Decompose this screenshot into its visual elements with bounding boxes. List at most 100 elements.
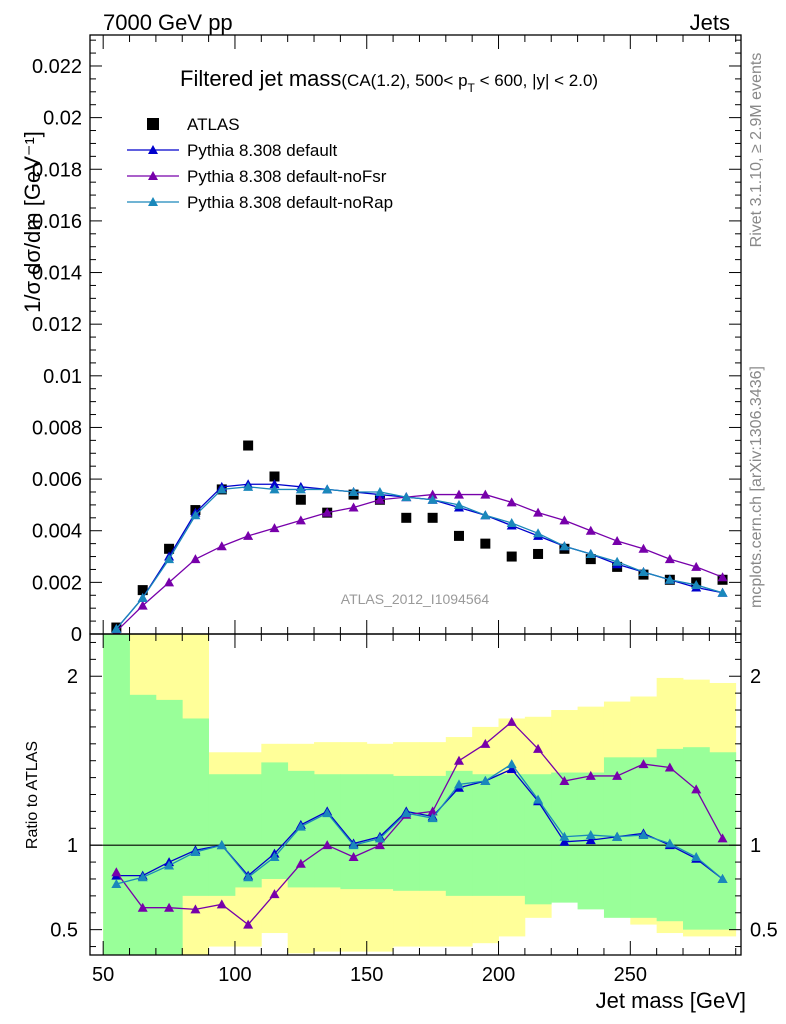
legend-label: Pythia 8.308 default: [187, 141, 338, 160]
ratio-point-pythia-8-308-default-nofsr: [691, 784, 702, 794]
uncertainty-band-green: [103, 634, 130, 955]
ratio-point-pythia-8-308-default-nofsr: [295, 858, 306, 868]
data-point-pythia-8-308-default-nofsr: [585, 525, 596, 535]
ratio-point-pythia-8-308-default-nofsr: [585, 770, 596, 780]
series-line-pythia-8-308-default: [115, 483, 723, 630]
ratio-point-pythia-8-308-default-nofsr: [243, 919, 254, 929]
y-tick-label: 0.004: [32, 521, 82, 543]
legend-label: Pythia 8.308 default-noRap: [187, 193, 393, 212]
y-tick-label: 0.012: [32, 314, 82, 336]
data-point-pythia-8-308-default-norap: [612, 556, 623, 566]
data-point-pythia-8-308-default-norap: [295, 484, 306, 494]
plot-title-main: Filtered jet mass: [180, 66, 341, 91]
ratio-point-pythia-8-308-default-nofsr: [638, 759, 649, 769]
uncertainty-band-green: [656, 748, 684, 922]
ratio-point-pythia-8-308-default-norap: [111, 879, 122, 889]
rivet-label: Rivet 3.1.10, ≥ 2.9M events: [748, 53, 765, 248]
legend-label: Pythia 8.308 default-noFsr: [187, 167, 387, 186]
data-point-pythia-8-308-default-nofsr: [137, 600, 148, 610]
ratio-point-pythia-8-308-default-norap: [216, 840, 227, 850]
uncertainty-band-green: [208, 774, 236, 896]
data-point-pythia-8-308-default-nofsr: [717, 572, 728, 582]
data-point-pythia-8-308-default-norap: [480, 510, 491, 520]
data-point-pythia-8-308-default-norap: [717, 587, 728, 597]
x-axis-label: Jet mass [GeV]: [596, 988, 746, 1013]
data-point-pythia-8-308-default-nofsr: [348, 502, 359, 512]
uncertainty-band-green: [129, 694, 157, 955]
x-tick-label: 200: [482, 964, 515, 986]
data-point-pythia-8-308-default-norap: [269, 484, 280, 494]
data-point-atlas: [401, 512, 412, 523]
uncertainty-band-green: [314, 774, 341, 888]
ratio-point-pythia-8-308-default-norap: [506, 759, 517, 769]
data-point-pythia-8-308-default-norap: [322, 484, 333, 494]
data-point-pythia-8-308-default-norap: [374, 486, 385, 496]
data-point-pythia-8-308-default-norap: [348, 486, 359, 496]
data-point-pythia-8-308-default-nofsr: [612, 536, 623, 546]
ratio-point-pythia-8-308-default-norap: [137, 872, 148, 882]
watermark: ATLAS_2012_I1094564: [341, 591, 490, 607]
ratio-point-pythia-8-308-default-norap: [374, 833, 385, 843]
data-point-pythia-8-308-default-norap: [164, 554, 175, 564]
uncertainty-band-green: [393, 775, 420, 891]
ratio-point-pythia-8-308-default-nofsr: [612, 770, 623, 780]
data-point-atlas: [427, 512, 438, 523]
ratio-y-tick-label-right: 2: [750, 666, 761, 688]
data-point-atlas: [269, 471, 280, 482]
data-point-pythia-8-308-default-nofsr: [559, 515, 570, 525]
data-point-atlas: [585, 554, 596, 565]
uncertainty-band-green: [155, 699, 183, 955]
data-point-pythia-8-308-default-nofsr: [427, 489, 438, 499]
x-tick-label: 250: [614, 964, 647, 986]
legend-marker: [148, 171, 158, 180]
header-left: 7000 GeV pp: [103, 10, 233, 35]
uncertainty-band-green: [683, 747, 710, 930]
data-point-pythia-8-308-default-norap: [559, 541, 570, 551]
data-point-pythia-8-308-default-norap: [664, 574, 675, 584]
ratio-point-pythia-8-308-default-norap: [322, 808, 333, 818]
data-point-atlas: [533, 548, 544, 559]
data-point-pythia-8-308-default-nofsr: [243, 530, 254, 540]
legend-label: ATLAS: [187, 115, 240, 134]
ratio-point-pythia-8-308-default-nofsr: [190, 904, 201, 914]
ratio-point-pythia-8-308-default-norap: [612, 831, 623, 841]
ratio-point-pythia-8-308-default-norap: [401, 808, 412, 818]
plot-title-sub: (CA(1.2), 500< p: [341, 71, 467, 90]
uncertainty-band-green: [472, 774, 499, 896]
data-point-pythia-8-308-default-norap: [453, 499, 464, 509]
data-point-pythia-8-308-default-nofsr: [190, 554, 201, 564]
data-point-pythia-8-308-default-norap: [190, 510, 201, 520]
data-point-atlas: [295, 494, 306, 505]
header-right: Jets: [690, 10, 730, 35]
data-point-pythia-8-308-default-nofsr: [164, 577, 175, 587]
ratio-point-pythia-8-308-default-norap: [348, 840, 359, 850]
data-point-pythia-8-308-default-norap: [691, 579, 702, 589]
y-tick-label: 0.002: [32, 572, 82, 594]
ratio-line-pythia-8-308-default-norap: [116, 763, 723, 885]
ratio-point-pythia-8-308-default-nofsr: [559, 775, 570, 785]
main-plot-content: [111, 440, 728, 636]
data-point-pythia-8-308-default-norap: [638, 567, 649, 577]
ratio-point-pythia-8-308-default: [585, 835, 596, 845]
legend-marker: [148, 145, 158, 154]
uncertainty-band-green: [524, 774, 552, 905]
data-point-pythia-8-308-default-norap: [137, 592, 148, 602]
ratio-point-pythia-8-308-default-nofsr: [374, 840, 385, 850]
uncertainty-band-green: [340, 774, 368, 890]
ratio-point-pythia-8-308-default-norap: [453, 779, 464, 789]
y-tick-label: 0.018: [32, 159, 82, 181]
main-plot-frame: 0 0.002 0.004 0.006 0.008 0.01 0.012 0.014 0.016…: [32, 34, 742, 646]
y-tick-label: 0.02: [43, 108, 82, 130]
data-point-pythia-8-308-default-nofsr: [269, 523, 280, 533]
ratio-point-pythia-8-308-default-norap: [295, 821, 306, 831]
ratio-point-pythia-8-308-default-nofsr: [427, 806, 438, 816]
data-point-pythia-8-308-default-nofsr: [374, 494, 385, 504]
ratio-point-pythia-8-308-default-nofsr: [111, 867, 122, 877]
y-tick-label: 0.006: [32, 469, 82, 491]
y-tick-label: 0.016: [32, 211, 82, 233]
data-point-pythia-8-308-default-norap: [506, 517, 517, 527]
ratio-point-pythia-8-308-default-nofsr: [533, 743, 544, 753]
data-point-pythia-8-308-default-norap: [585, 548, 596, 558]
ratio-y-tick-label: 0.5: [50, 920, 78, 942]
